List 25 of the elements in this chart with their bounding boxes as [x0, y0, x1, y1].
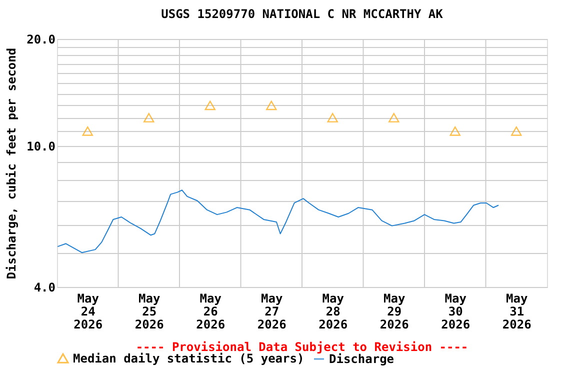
line-series	[57, 190, 500, 254]
legend-label: Discharge	[329, 352, 394, 366]
point	[388, 113, 400, 122]
x-tick-label: May 28 2026	[318, 292, 348, 332]
y-tick-label: 20.0	[26, 32, 56, 46]
point	[82, 126, 93, 136]
chart-title: USGS 15209770 NATIONAL C NR MCCARTHY AK	[161, 7, 444, 21]
point	[327, 113, 338, 122]
point	[450, 126, 460, 136]
text: ---- Provisional Data Subject to Revision ----	[136, 340, 468, 354]
x-tick-label: May 25 2026	[134, 292, 164, 332]
x-tick-label: May 30 2026	[441, 292, 470, 332]
x-tick-label: May 26 2026	[196, 292, 226, 332]
y-tick-label: 4.0	[34, 280, 56, 294]
point	[144, 113, 154, 122]
y-tick-label: 10.0	[26, 139, 56, 154]
x-tick-label: May 24 2026	[74, 292, 103, 332]
y-axis-title: Discharge, cubic feet per second	[4, 48, 19, 280]
point	[511, 126, 522, 136]
x-tick-label: May 27 2026	[257, 292, 286, 332]
x-tick-label: May 31 2026	[502, 292, 532, 332]
point	[266, 100, 277, 110]
legend-label: Median daily statistic (5 years)	[73, 351, 304, 366]
point	[204, 100, 216, 110]
x-tick-label: May 29 2026	[380, 292, 409, 332]
